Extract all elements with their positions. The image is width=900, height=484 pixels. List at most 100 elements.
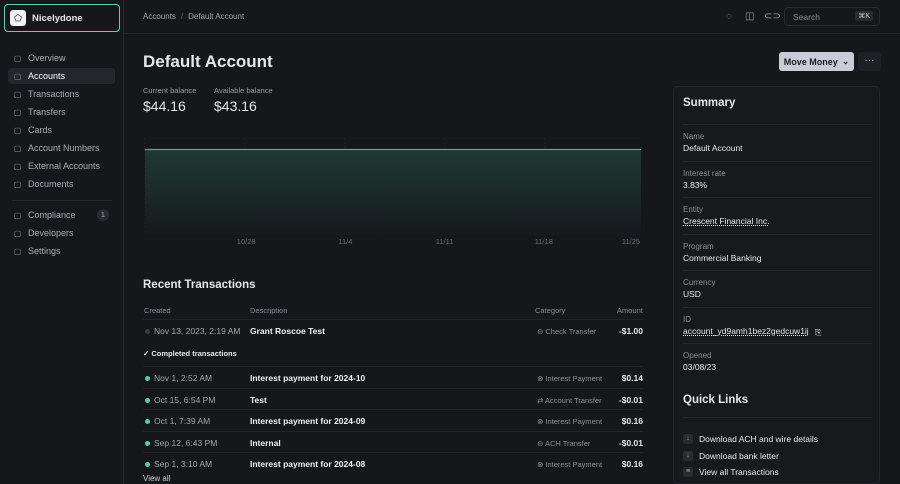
sidebar-item-settings[interactable]: ▢ Settings <box>8 243 115 259</box>
field-label: Name <box>683 132 705 141</box>
summary-field-name: Name Default Account <box>683 124 872 153</box>
move-money-button[interactable]: Move Money ⌄ <box>779 52 854 71</box>
list-icon: ▢ <box>13 89 22 99</box>
chat-icon[interactable]: ◌ <box>726 11 732 22</box>
status-dot <box>145 329 150 334</box>
org-name: Nicelydone <box>32 12 83 24</box>
sidebar-item-label: Settings <box>28 246 61 256</box>
balance-chart: 10/28 11/4 11/11 11/18 11/25 <box>144 138 641 246</box>
description: Interest payment for 2024-08 <box>250 459 366 469</box>
sidebar-item-label: Overview <box>28 53 66 63</box>
description: Test <box>250 394 267 405</box>
field-value: USD <box>683 289 701 299</box>
search-input[interactable]: Search ⌘K <box>784 7 880 26</box>
sidebar-item-accounts[interactable]: ▢ Accounts <box>8 68 115 84</box>
amount: $0.14 <box>621 373 643 383</box>
sidebar-item-developers[interactable]: ▢ Developers <box>8 225 115 241</box>
field-label: Interest rate <box>683 168 726 178</box>
toggle-icon[interactable]: ⊂⊃ <box>764 11 781 22</box>
breadcrumb-accounts[interactable]: Accounts <box>143 12 176 21</box>
current-balance-value: $44.16 <box>143 98 186 114</box>
status-dot <box>145 376 150 381</box>
download-icon: ↓ <box>683 434 693 444</box>
field-value[interactable]: Crescent Financial Inc. <box>683 216 770 226</box>
field-label: Entity <box>683 205 704 214</box>
book-icon[interactable]: ◫ <box>745 11 755 22</box>
sidebar-item-documents[interactable]: ▢ Documents <box>8 176 115 192</box>
amount: $0.16 <box>621 459 643 469</box>
transaction-row[interactable]: Nov 13, 2023, 2:19 AM Grant Roscoe Test ⊖ … <box>143 319 643 341</box>
sidebar-item-label: Transactions <box>28 89 80 99</box>
category-icon: ⊗ <box>537 374 546 383</box>
copy-icon[interactable]: ⎘ <box>815 327 822 337</box>
org-switcher[interactable]: ⬠ Nicelydone <box>4 4 120 32</box>
transaction-row[interactable]: Oct 15, 6:54 PM Test ⇄ Account Transfer -$0… <box>143 387 643 410</box>
created-date: Nov 1, 2:52 AM <box>154 373 213 383</box>
sidebar-item-cards[interactable]: ▢ Cards <box>8 122 115 138</box>
status-dot <box>145 440 150 446</box>
field-value: 3.83% <box>683 179 708 190</box>
more-button[interactable]: ··· <box>858 52 881 71</box>
summary-field-interest-rate: Interest rate 3.83% <box>683 160 872 190</box>
field-label: Opened <box>683 351 712 360</box>
category-icon: ⊗ <box>537 460 546 469</box>
sidebar: ⬠ Nicelydone ▢ Overview ▢ Accounts ▢ Transacti… <box>0 0 124 484</box>
summary-field-entity: Entity Crescent Financial Inc. <box>683 197 872 226</box>
quick-link-label: Download ACH and wire details <box>699 434 819 444</box>
field-value[interactable]: account_yd9amh1bez2gedcuw1ij <box>683 325 809 336</box>
arrows-icon: ▢ <box>13 107 22 117</box>
category-icon: ⇄ <box>537 395 545 405</box>
download-icon: ↓ <box>683 450 693 461</box>
summary-panel: Summary Name Default Account Interest rate… <box>673 86 880 484</box>
sidebar-item-external-accounts[interactable]: ▢ External Accounts <box>8 158 115 174</box>
sidebar-item-transfers[interactable]: ▢ Transfers <box>8 104 115 120</box>
transaction-row[interactable]: Nov 1, 2:52 AM Interest payment for 2024-… <box>143 366 643 388</box>
description: Interest payment for 2024-10 <box>250 373 366 383</box>
sidebar-item-label: Compliance <box>28 210 76 220</box>
quick-link[interactable]: ≡ View all Transactions <box>683 467 779 477</box>
category: ⊗ Interest Payment <box>537 460 602 469</box>
x-tick-label: 11/25 <box>622 237 640 246</box>
sidebar-item-label: Documents <box>28 179 74 189</box>
transaction-row[interactable]: Oct 1, 7:39 AM Interest payment for 2024-… <box>143 409 643 431</box>
description: Interest payment for 2024-09 <box>250 416 366 426</box>
sidebar-item-account-numbers[interactable]: ▢ Account Numbers <box>8 140 115 156</box>
sidebar-item-compliance[interactable]: ▢ Compliance 1 <box>8 207 115 223</box>
available-balance: Available balance $43.16 <box>214 86 273 114</box>
sidebar-item-label: Account Numbers <box>28 143 100 153</box>
created-date: Sep 1, 3:10 AM <box>154 459 213 469</box>
chart-icon: ▢ <box>13 53 22 63</box>
x-tick-label: 11/4 <box>338 237 352 246</box>
col-amount: Amount <box>617 306 643 315</box>
current-balance: Current balance $44.16 <box>143 86 196 114</box>
amount: -$0.01 <box>618 394 643 405</box>
view-all-link[interactable]: View all <box>143 474 171 483</box>
sidebar-item-transactions[interactable]: ▢ Transactions <box>8 86 115 102</box>
created-date: Nov 13, 2023, 2:19 AM <box>154 326 241 336</box>
quick-link-label: Download bank letter <box>699 450 779 461</box>
completed-group-header[interactable]: ✓ Completed transactions <box>143 349 237 358</box>
sidebar-item-label: Developers <box>28 228 74 238</box>
x-tick-label: 11/11 <box>436 237 454 246</box>
transaction-row[interactable]: Sep 12, 6:43 PM Internal ⊖ ACH Transfer -$0… <box>143 430 643 453</box>
sidebar-item-label: Cards <box>28 125 53 135</box>
col-created: Created <box>144 306 171 315</box>
field-label: Currency <box>683 278 716 287</box>
summary-field-program: Program Commercial Banking <box>683 233 872 263</box>
category-label: Interest Payment <box>545 417 603 426</box>
status-dot <box>145 462 150 467</box>
field-value: Commercial Banking <box>683 252 762 263</box>
created-date: Sep 12, 6:43 PM <box>154 437 218 448</box>
field-label: Program <box>683 241 714 251</box>
category: ⊗ Interest Payment <box>537 374 602 383</box>
quick-link[interactable]: ↓ Download bank letter <box>683 450 779 461</box>
category-label: ACH Transfer <box>544 438 591 448</box>
field-label: ID <box>683 314 691 324</box>
transaction-row[interactable]: Sep 1, 3:10 AM Interest payment for 2024-… <box>143 452 643 474</box>
sidebar-item-overview[interactable]: ▢ Overview <box>8 50 115 66</box>
amount: $0.16 <box>621 416 643 426</box>
quick-link[interactable]: ↓ Download ACH and wire details <box>683 434 818 444</box>
document-icon: ▢ <box>13 210 22 220</box>
amount: -$1.00 <box>618 326 643 336</box>
category: ⊖ Check Transfer <box>537 327 596 336</box>
